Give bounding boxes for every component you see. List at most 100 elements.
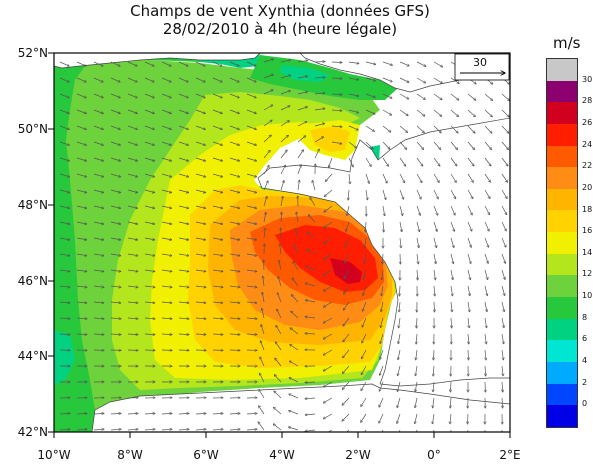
wind-arrow xyxy=(280,135,288,143)
wind-arrow xyxy=(110,318,121,319)
wind-arrow xyxy=(362,301,367,311)
wind-arrow xyxy=(308,215,316,223)
wind-arrow xyxy=(348,141,357,148)
wind-arrow xyxy=(280,75,291,79)
wind-arrow xyxy=(433,77,443,83)
wind-arrow xyxy=(127,269,138,272)
wind-arrow xyxy=(127,125,137,129)
wind-arrow xyxy=(110,141,121,145)
wind-arrow xyxy=(450,237,454,248)
wind-arrow xyxy=(314,93,325,94)
wind-arrow xyxy=(467,221,472,231)
wind-arrow xyxy=(195,173,206,177)
wind-arrow xyxy=(229,413,240,414)
wind-arrow xyxy=(259,373,265,383)
wind-arrow xyxy=(263,165,269,175)
wind-arrow xyxy=(343,349,350,358)
wind-arrow xyxy=(290,345,299,351)
wind-arrow xyxy=(383,221,384,232)
legend-swatch xyxy=(547,253,577,276)
wind-arrow xyxy=(314,77,325,78)
wind-arrow xyxy=(161,61,171,66)
wind-arrow xyxy=(467,125,475,133)
wind-arrow xyxy=(382,269,383,280)
wind-arrow xyxy=(450,141,458,150)
wind-arrow xyxy=(229,125,239,129)
wind-arrow xyxy=(195,318,206,319)
wind-arrow xyxy=(361,413,367,422)
wind-arrow xyxy=(312,180,316,191)
wind-arrow xyxy=(451,317,452,328)
wind-arrow xyxy=(399,109,408,116)
wind-arrow xyxy=(93,318,104,319)
wind-arrow xyxy=(59,237,70,240)
wind-arrow xyxy=(343,333,350,342)
wind-arrow xyxy=(161,205,172,208)
wind-arrow xyxy=(433,125,441,133)
wind-arrow xyxy=(397,381,401,392)
wind-arrow xyxy=(161,173,172,177)
lat-label-50n: 50°N xyxy=(17,122,48,136)
wind-arrow xyxy=(229,77,239,82)
legend-label: 6 xyxy=(582,334,588,344)
wind-arrow xyxy=(485,333,486,344)
legend-label: 0 xyxy=(582,399,588,409)
wind-arrow xyxy=(331,78,342,79)
wind-arrow xyxy=(306,266,316,271)
wind-arrow xyxy=(229,429,240,430)
wind-arrow xyxy=(275,358,282,367)
wind-arrow xyxy=(323,381,333,387)
wind-arrow xyxy=(212,189,223,193)
wind-arrow xyxy=(93,221,104,224)
wind-arrow xyxy=(399,301,400,312)
wind-arrow xyxy=(144,157,155,161)
wind-arrow xyxy=(259,406,265,415)
wind-arrow xyxy=(178,253,189,256)
wind-arrow xyxy=(144,61,154,66)
wind-arrow xyxy=(467,205,472,215)
wind-arrow xyxy=(451,301,452,312)
wind-arrow xyxy=(399,221,402,232)
wind-arrow xyxy=(127,205,138,208)
wind-arrow xyxy=(59,189,70,193)
wind-arrow xyxy=(161,334,172,335)
wind-arrow xyxy=(59,173,70,177)
wind-arrow xyxy=(59,141,70,145)
wind-arrow xyxy=(212,61,222,66)
lon-label-2e: 2°E xyxy=(499,448,521,462)
lon-label-6w: 6°W xyxy=(193,448,219,462)
wind-arrow xyxy=(331,94,342,95)
wind-arrow xyxy=(263,105,273,111)
wind-arrow xyxy=(76,141,87,145)
wind-arrow xyxy=(484,189,490,199)
wind-arrow xyxy=(397,397,401,408)
wind-arrow xyxy=(305,333,316,334)
wind-arrow xyxy=(289,411,299,415)
wind-arrow xyxy=(484,93,493,101)
wind-arrow xyxy=(450,77,459,84)
legend-swatch xyxy=(547,361,577,384)
wind-arrow xyxy=(484,157,491,166)
wind-arrow xyxy=(229,302,240,303)
wind-arrow xyxy=(178,173,189,177)
wind-arrow xyxy=(382,61,393,65)
wind-arrow xyxy=(501,285,505,296)
wind-arrow xyxy=(144,173,155,177)
wind-arrow xyxy=(365,173,369,184)
wind-arrow xyxy=(76,429,87,430)
wind-arrow xyxy=(144,141,155,145)
wind-arrow xyxy=(229,318,240,319)
wind-arrow xyxy=(314,123,325,127)
lon-label-2w: 2°W xyxy=(345,448,371,462)
wind-arrow xyxy=(485,349,486,360)
wind-arrow xyxy=(195,189,206,193)
wind-arrow xyxy=(432,413,435,424)
wind-arrow xyxy=(195,269,206,272)
wind-arrow xyxy=(297,150,304,159)
wind-arrow xyxy=(263,75,273,79)
wind-arrow xyxy=(212,253,223,256)
wind-arrow xyxy=(305,317,316,318)
wind-arrow xyxy=(178,237,189,240)
wind-arrow xyxy=(331,141,342,144)
wind-arrow xyxy=(305,382,316,383)
